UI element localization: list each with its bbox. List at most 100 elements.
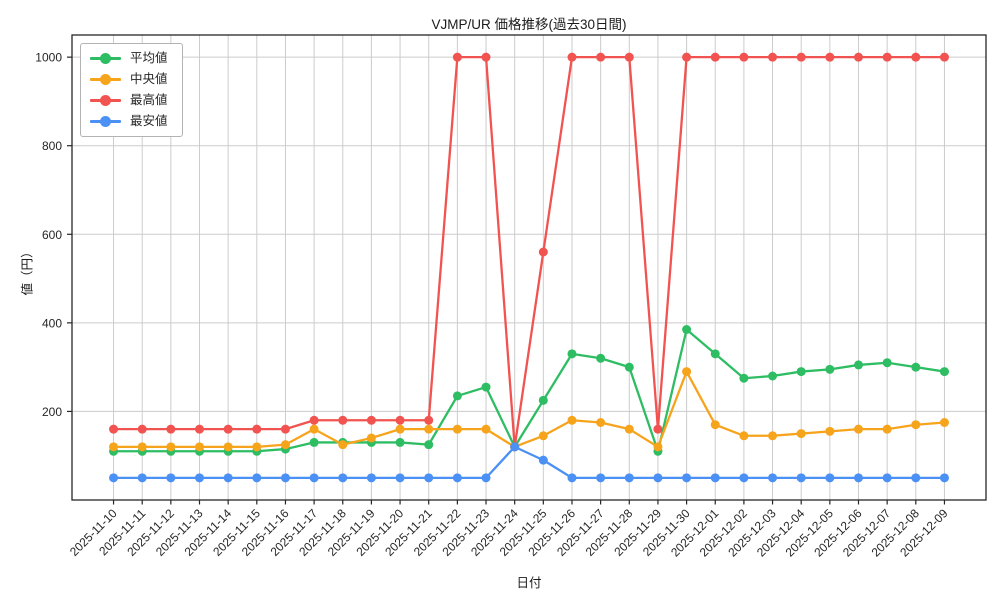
series-line-平均値: [113, 328, 945, 453]
data-point: [853, 360, 863, 370]
legend-item-min: 最安値: [90, 115, 168, 128]
data-point: [567, 349, 577, 359]
data-point: [424, 415, 434, 425]
data-point: [481, 424, 491, 434]
legend-median-marker-icon: [90, 74, 121, 85]
data-point: [252, 424, 262, 434]
data-point: [596, 52, 606, 62]
data-point: [911, 52, 921, 62]
data-point: [395, 415, 405, 425]
data-point: [195, 424, 205, 434]
data-point: [137, 442, 147, 452]
data-point: [739, 431, 749, 441]
data-point: [768, 52, 778, 62]
data-point: [280, 424, 290, 434]
data-point: [796, 367, 806, 377]
data-point: [309, 437, 319, 447]
chart-title: VJMP/UR 価格推移(過去30日間): [431, 17, 627, 32]
data-point: [911, 473, 921, 483]
data-point: [252, 442, 262, 452]
chart-legend: 平均値 中央値 最高値 最安値: [80, 43, 183, 137]
data-point: [825, 426, 835, 436]
data-point: [280, 440, 290, 450]
data-point: [223, 442, 233, 452]
data-point: [567, 415, 577, 425]
data-point: [366, 433, 376, 443]
data-point: [911, 362, 921, 372]
data-point: [538, 247, 548, 257]
data-point: [682, 473, 692, 483]
data-point: [338, 440, 348, 450]
y-tick-label: 1000: [35, 51, 62, 65]
data-point: [452, 424, 462, 434]
data-point: [882, 473, 892, 483]
data-point: [710, 349, 720, 359]
data-point: [166, 442, 176, 452]
data-point: [481, 473, 491, 483]
legend-max-marker-icon: [90, 95, 121, 106]
data-point: [137, 473, 147, 483]
data-point: [853, 473, 863, 483]
data-point: [653, 424, 663, 434]
data-point: [424, 440, 434, 450]
data-point: [739, 373, 749, 383]
data-point: [624, 473, 634, 483]
data-point: [395, 473, 405, 483]
data-point: [137, 424, 147, 434]
data-point: [882, 52, 892, 62]
data-point: [195, 473, 205, 483]
data-point: [109, 473, 119, 483]
data-point: [682, 52, 692, 62]
data-point: [796, 52, 806, 62]
data-point: [653, 473, 663, 483]
legend-min-label: 最安値: [130, 114, 168, 128]
data-point: [596, 418, 606, 427]
data-point: [596, 473, 606, 483]
data-point: [710, 473, 720, 483]
data-point: [796, 473, 806, 483]
data-point: [682, 325, 692, 334]
data-point: [939, 473, 949, 483]
data-point: [338, 473, 348, 483]
legend-item-max: 最高値: [90, 94, 168, 107]
data-point: [853, 424, 863, 434]
data-point: [739, 52, 749, 62]
data-point: [366, 415, 376, 425]
data-point: [825, 473, 835, 483]
data-point: [195, 442, 205, 452]
data-point: [710, 52, 720, 62]
data-point: [653, 442, 663, 452]
data-point: [109, 442, 119, 452]
data-point: [567, 473, 577, 483]
legend-min-marker-icon: [90, 116, 121, 127]
data-point: [538, 455, 548, 465]
data-point: [567, 52, 577, 62]
data-point: [166, 424, 176, 434]
x-axis-label: 日付: [516, 576, 542, 590]
data-point: [280, 473, 290, 483]
data-point: [911, 420, 921, 430]
y-tick-label: 600: [42, 228, 62, 242]
y-axis-label: 値（円）: [20, 245, 35, 296]
data-point: [166, 473, 176, 483]
data-point: [109, 424, 119, 434]
data-point: [309, 424, 319, 434]
y-tick-label: 400: [42, 316, 62, 330]
legend-median-label: 中央値: [130, 72, 168, 86]
data-point: [825, 364, 835, 374]
data-point: [624, 52, 634, 62]
data-point: [624, 362, 634, 372]
series-line-中央値: [113, 370, 945, 449]
series-line-最安値: [113, 445, 945, 480]
data-point: [939, 418, 949, 427]
data-point: [853, 52, 863, 62]
data-point: [768, 431, 778, 441]
legend-item-average: 平均値: [90, 52, 168, 65]
data-point: [424, 473, 434, 483]
data-point: [939, 52, 949, 62]
data-point: [395, 424, 405, 434]
y-tick-label: 800: [42, 139, 62, 153]
data-point: [510, 442, 520, 452]
